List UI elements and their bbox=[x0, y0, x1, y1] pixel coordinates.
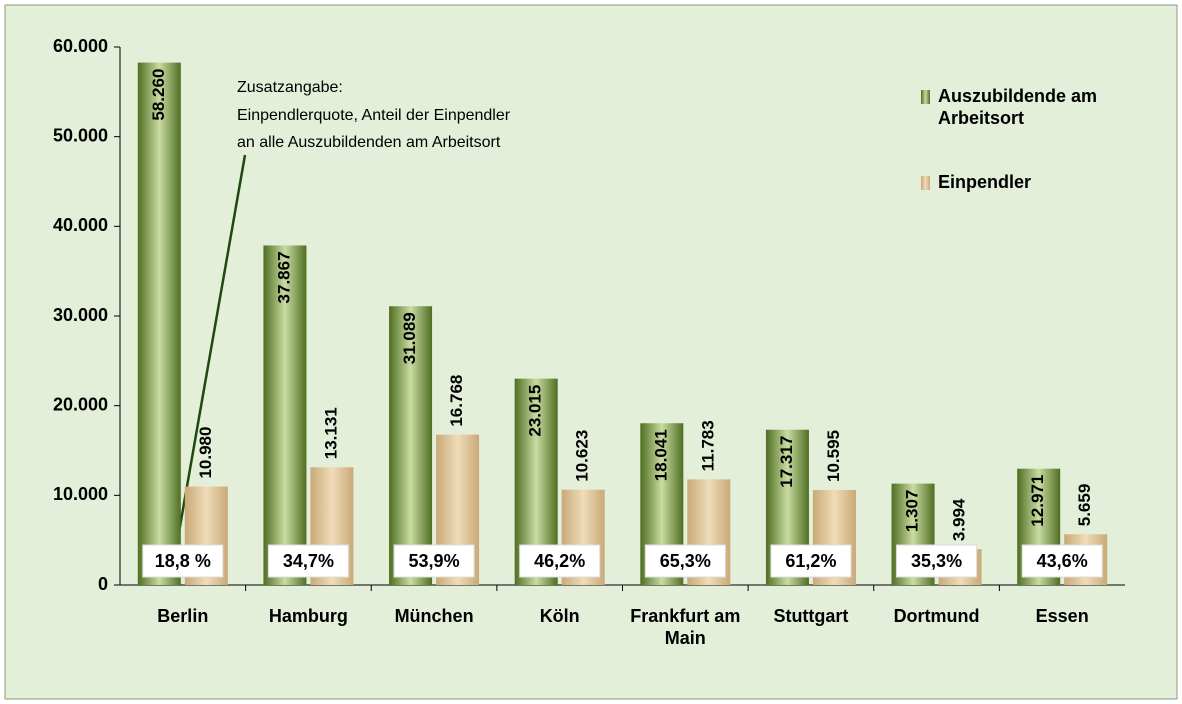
quote-label: 34,7% bbox=[283, 551, 334, 571]
y-tick-label: 50.000 bbox=[53, 125, 108, 145]
value-label: 37.867 bbox=[274, 251, 293, 303]
annotation-arrow bbox=[166, 154, 247, 574]
y-tick-label: 30.000 bbox=[53, 305, 108, 325]
quote-label: 18,8 % bbox=[155, 551, 211, 571]
x-tick-label: Frankfurt am Main bbox=[630, 606, 741, 648]
value-label: 11.783 bbox=[698, 420, 717, 471]
legend-label: Einpendler bbox=[938, 172, 1032, 192]
annotation-line: Einpendlerquote, Anteil der Einpendler bbox=[237, 107, 511, 124]
value-label: 58.260 bbox=[149, 69, 168, 121]
annotation-line: an alle Auszubildenden am Arbeitsort bbox=[237, 134, 501, 151]
x-tick-label: München bbox=[394, 606, 474, 626]
y-tick-label: 60.000 bbox=[53, 36, 108, 56]
legend-swatch bbox=[921, 90, 930, 104]
quote-label: 43,6% bbox=[1037, 551, 1088, 571]
quote-box bbox=[770, 544, 852, 578]
legend-label: Auszubildende am Arbeitsort bbox=[938, 86, 1098, 128]
x-tick-label: Dortmund bbox=[893, 606, 980, 626]
value-label: 10.980 bbox=[196, 427, 215, 479]
y-tick-label: 10.000 bbox=[53, 484, 108, 504]
quote-label: 61,2% bbox=[785, 551, 836, 571]
x-tick-label: Köln bbox=[539, 606, 580, 626]
value-label: 10.595 bbox=[824, 430, 843, 482]
x-tick-label: Hamburg bbox=[268, 606, 348, 626]
value-label: 17.317 bbox=[777, 436, 796, 488]
x-tick-label: Stuttgart bbox=[773, 606, 849, 626]
bar bbox=[263, 245, 307, 585]
quote-box bbox=[519, 544, 601, 578]
quote-label: 46,2% bbox=[534, 551, 585, 571]
quote-label: 65,3% bbox=[660, 551, 711, 571]
y-tick-label: 40.000 bbox=[53, 215, 108, 235]
value-label: 1.307 bbox=[903, 490, 922, 533]
x-tick-label: Essen bbox=[1035, 606, 1089, 626]
quote-label: 35,3% bbox=[911, 551, 962, 571]
quote-box bbox=[267, 544, 349, 578]
quote-label: 53,9% bbox=[409, 551, 460, 571]
value-label: 31.089 bbox=[400, 312, 419, 364]
x-tick-label: Berlin bbox=[157, 606, 209, 626]
quote-box bbox=[644, 544, 726, 578]
legend-swatch bbox=[921, 176, 930, 190]
bar bbox=[137, 62, 181, 586]
quote-box bbox=[393, 544, 475, 578]
value-label: 3.994 bbox=[950, 498, 969, 541]
quote-box bbox=[142, 544, 224, 578]
quote-box bbox=[896, 544, 978, 578]
value-label: 13.131 bbox=[321, 407, 340, 459]
value-label: 18.041 bbox=[651, 429, 670, 481]
y-tick-label: 0 bbox=[98, 574, 108, 594]
value-label: 12.971 bbox=[1028, 475, 1047, 527]
annotation-line: Zusatzangabe: bbox=[237, 79, 343, 96]
quote-box bbox=[1021, 544, 1103, 578]
value-label: 10.623 bbox=[573, 430, 592, 482]
value-label: 16.768 bbox=[447, 375, 466, 427]
value-label: 23.015 bbox=[526, 385, 545, 437]
bar bbox=[389, 306, 433, 585]
value-label: 5.659 bbox=[1075, 484, 1094, 527]
y-tick-label: 20.000 bbox=[53, 394, 108, 414]
